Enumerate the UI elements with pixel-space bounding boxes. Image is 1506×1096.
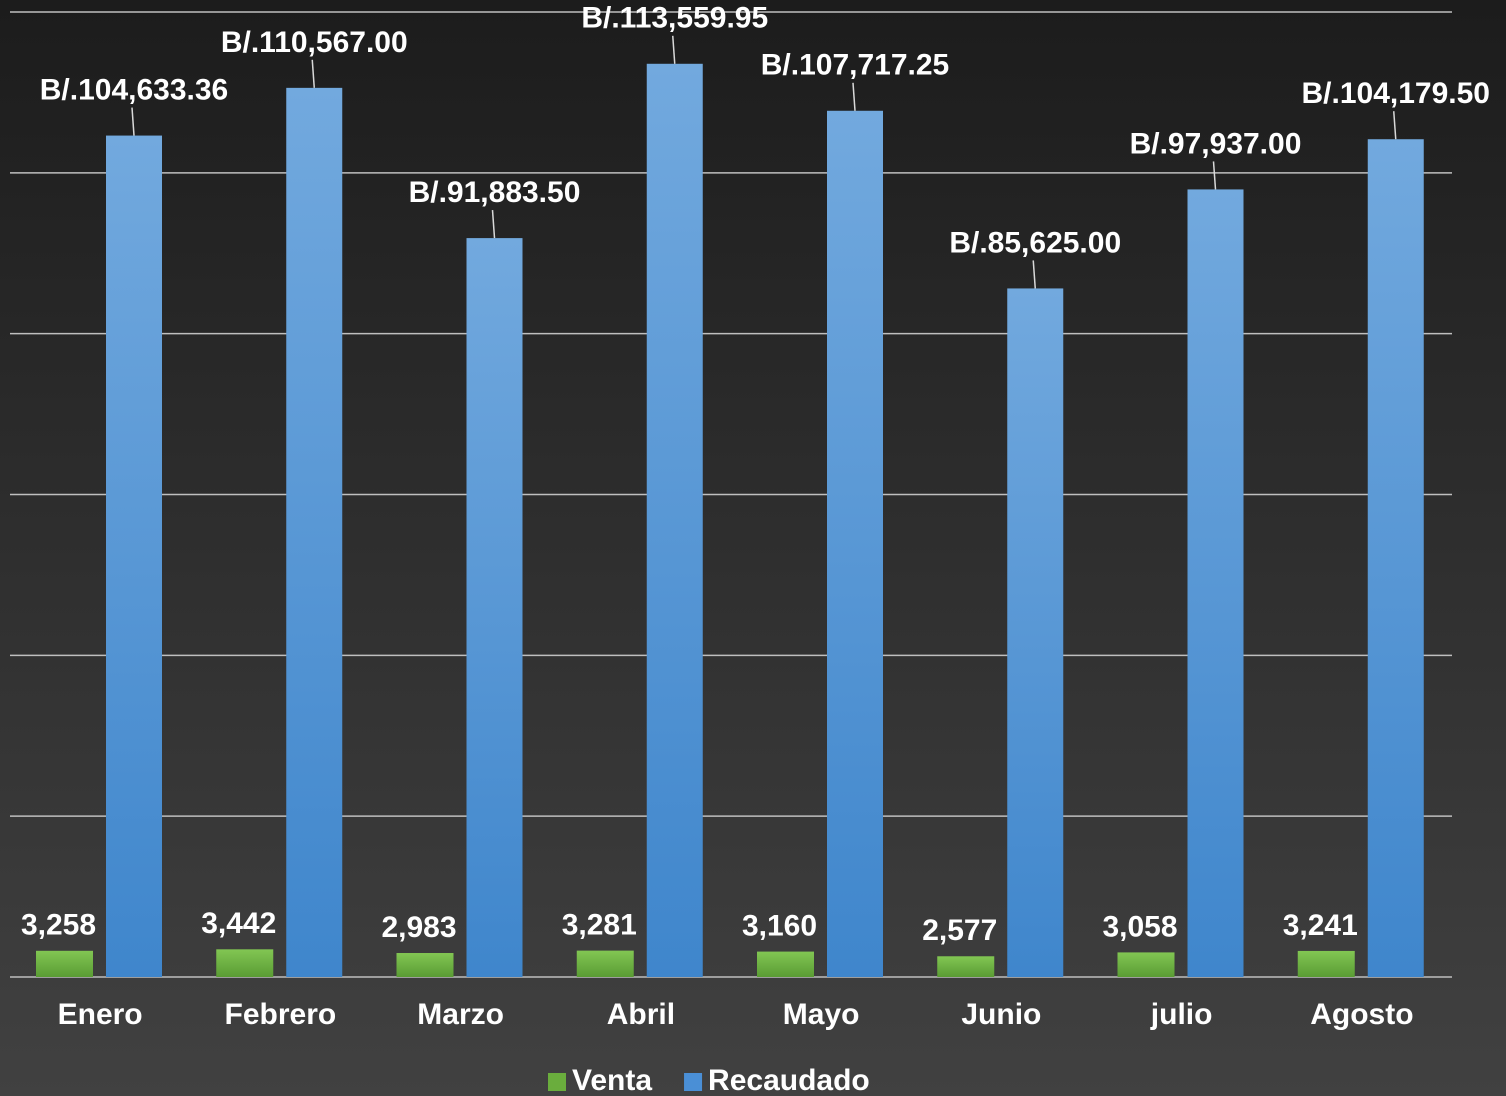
data-label: B/.104,633.36 — [40, 73, 228, 106]
bar — [1007, 288, 1064, 978]
leader-line — [311, 59, 315, 88]
leader-line — [1393, 111, 1397, 140]
bar — [106, 135, 162, 978]
data-label: 3,058 — [1102, 910, 1177, 943]
x-tick-label: Mayo — [783, 998, 860, 1031]
x-tick-label: Agosto — [1310, 998, 1413, 1031]
data-label: B/.85,625.00 — [949, 226, 1121, 259]
data-label: 3,442 — [201, 907, 276, 940]
x-tick-label: Junio — [961, 998, 1041, 1031]
data-label: B/.110,567.00 — [221, 26, 408, 59]
x-tick-label: Febrero — [225, 998, 337, 1031]
data-label: B/.91,883.50 — [409, 176, 581, 209]
leader-line — [1212, 161, 1217, 190]
bar — [286, 87, 343, 977]
x-tick-label: Abril — [607, 998, 675, 1031]
x-tick-label: Marzo — [417, 998, 504, 1031]
leader-line — [852, 82, 856, 111]
bar — [1367, 139, 1424, 977]
bar — [646, 63, 703, 977]
legend-swatch — [684, 1073, 703, 1091]
data-label: 2,577 — [922, 914, 997, 947]
leader-line — [672, 35, 676, 64]
leader-line — [491, 210, 496, 239]
data-label: B/.113,559.95 — [581, 2, 768, 35]
bar — [1297, 950, 1355, 977]
bar — [576, 950, 634, 977]
data-label: 3,241 — [1283, 909, 1358, 942]
data-label: B/.97,937.00 — [1130, 127, 1302, 160]
x-tick-label: Enero — [58, 998, 143, 1031]
bar — [1187, 189, 1244, 978]
data-label: 2,983 — [381, 911, 456, 944]
data-label: 3,281 — [562, 909, 637, 942]
data-label: 3,160 — [742, 910, 817, 943]
bar — [36, 950, 93, 977]
data-label: B/.107,717.25 — [761, 49, 949, 82]
legend-label: Venta — [572, 1064, 652, 1096]
bar — [216, 949, 274, 977]
bar — [466, 238, 523, 977]
leader-line — [1032, 260, 1036, 289]
bar — [937, 956, 995, 977]
legend-swatch — [548, 1073, 566, 1091]
x-tick-label: julio — [1150, 998, 1213, 1031]
data-label: B/.104,179.50 — [1302, 77, 1490, 110]
leader-line — [131, 107, 135, 136]
bar — [827, 110, 883, 977]
bar — [757, 951, 814, 977]
data-label: 3,258 — [21, 909, 96, 942]
bar — [1117, 952, 1175, 977]
legend-label: Recaudado — [708, 1064, 870, 1096]
bar — [396, 953, 454, 977]
